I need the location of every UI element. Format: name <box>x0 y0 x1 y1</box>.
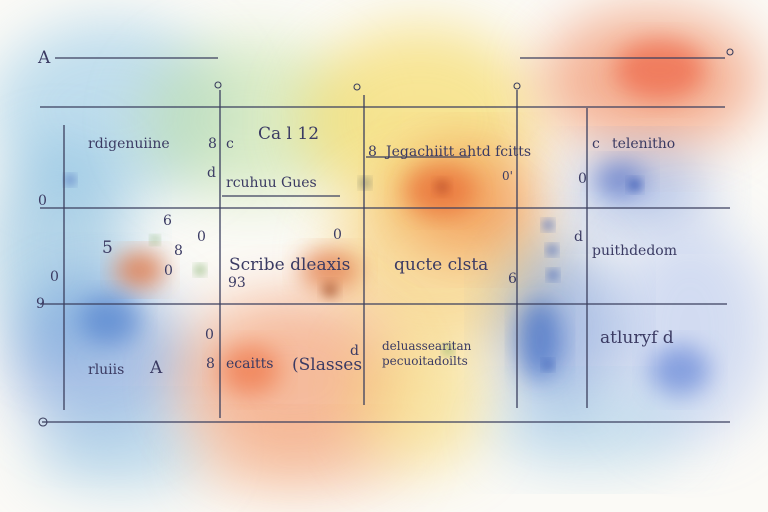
cell-r1c2-c: d <box>207 165 216 181</box>
cell-r1c4-c: 0 <box>578 171 587 187</box>
cell-r2c1-b: 5 <box>102 238 113 258</box>
cell-r1c1-num: 8 <box>208 136 217 152</box>
cell-r2c3-b: 6 <box>508 271 517 287</box>
cell-r2c4-a: d <box>574 229 583 245</box>
cell-r1c2-b: Ca l 12 <box>258 124 320 144</box>
cell-r1c2-d: rcuhuu Gues <box>226 175 317 191</box>
row2-left-num-2: 0 <box>50 269 59 285</box>
table-grid <box>40 57 730 423</box>
cell-r3c1-b: A <box>150 358 163 378</box>
cell-r2c1-e: 0 <box>164 263 173 279</box>
cell-r2c2-c: 93 <box>228 275 246 291</box>
cell-r2c2-b: Scribe dleaxis <box>229 255 351 275</box>
cell-r3c3-a: deluassearitan <box>382 339 472 353</box>
cell-r1c4-b: telenitho <box>612 136 676 152</box>
cell-r1c3-c: 0' <box>502 169 513 183</box>
cell-r3c3-b: pecuoitadoilts <box>382 354 468 368</box>
cell-r2c1-c: 8 <box>174 243 183 259</box>
cell-r3c1-a: rluiis <box>88 362 125 378</box>
cell-r3c2-c: ecaitts <box>226 356 274 372</box>
cell-r2c3-a: qucte clsta <box>394 255 489 275</box>
cell-r2c1-a: 6 <box>163 213 172 229</box>
cell-r2c1-d: 0 <box>197 229 206 245</box>
top-left-mark: A <box>38 48 51 68</box>
cell-r2c2-a: 0 <box>333 227 342 243</box>
cell-r3c2-e: d <box>350 343 359 359</box>
cell-r2c4-b: puithdedom <box>592 243 678 259</box>
cell-r1c1: rdigenuiine <box>88 136 170 152</box>
cell-r3c2-d: (Slasses <box>292 355 363 375</box>
cell-r1c2-a: c <box>226 136 234 152</box>
grid-ornaments <box>38 48 734 427</box>
paint-dots <box>65 175 641 370</box>
cell-r1c3-b: Jegachiitt ahtd fcitts <box>386 144 532 160</box>
cell-r3c4-a: atluryf d <box>600 328 674 348</box>
cell-r3c2-a: 0 <box>205 327 214 343</box>
row2-left-num: 0 <box>38 193 47 209</box>
cell-r3c2-b: 8 <box>206 356 215 372</box>
cell-r1c3-a: 8 <box>368 144 377 160</box>
row3-left-num: 9 <box>36 296 45 312</box>
cell-r1c4-a: c <box>592 136 600 152</box>
